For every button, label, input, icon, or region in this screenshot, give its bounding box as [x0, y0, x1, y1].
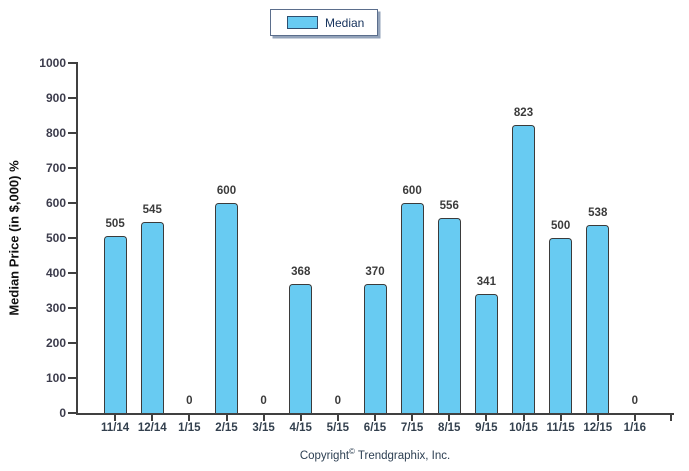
y-axis-tick	[68, 132, 76, 134]
bar	[289, 284, 313, 413]
y-axis-tick-label: 500	[45, 231, 66, 245]
bar-value-label: 823	[513, 106, 534, 119]
bar-value-label: 341	[476, 275, 496, 288]
bar	[363, 283, 387, 413]
bar	[474, 293, 498, 413]
x-axis-tick-label: 5/15	[326, 422, 350, 434]
bar-value-label: 545	[142, 204, 162, 217]
y-axis-tick-label: 900	[45, 91, 66, 105]
bar	[549, 238, 573, 413]
x-axis-tick	[448, 415, 451, 421]
bar-value-label: 370	[365, 265, 385, 278]
x-axis-line	[76, 413, 674, 415]
x-axis-end-tick	[670, 415, 672, 421]
x-axis-tick-label: 10/15	[509, 422, 538, 434]
copyright-suffix: Trendgraphix, Inc.	[354, 449, 451, 462]
x-axis-tick-label: 9/15	[475, 422, 498, 434]
x-axis-tick-label: 12/14	[137, 422, 167, 434]
bar	[512, 124, 535, 413]
x-axis-tick	[559, 415, 562, 421]
bar-value-label: 556	[439, 200, 459, 213]
bar-value-label: 0	[631, 395, 639, 407]
bar-value-label: 0	[334, 395, 342, 407]
x-axis-tick-label: 6/15	[363, 422, 387, 434]
x-axis-tick-label: 11/15	[546, 422, 575, 434]
y-axis-tick	[68, 237, 76, 239]
x-axis-tick	[151, 415, 154, 421]
x-axis-tick	[262, 415, 265, 421]
x-axis-tick-label: 4/15	[289, 422, 312, 434]
bar-value-label: 600	[216, 185, 237, 197]
copyright-prefix: Copyright	[299, 449, 350, 462]
x-axis-tick	[411, 415, 414, 421]
x-axis-tick	[336, 415, 339, 421]
y-axis-tick	[68, 167, 76, 169]
y-axis-title: Median Price (in $,000) %	[6, 160, 22, 316]
x-axis-tick-label: 7/15	[400, 422, 424, 434]
bar-value-label: 500	[551, 220, 571, 232]
x-axis-tick	[225, 415, 228, 421]
x-axis-tick-label: 2/15	[215, 422, 238, 434]
y-axis-tick-label: 400	[45, 266, 66, 280]
x-axis-tick	[633, 415, 636, 421]
x-axis-tick	[596, 415, 599, 421]
y-axis-tick-label: 300	[45, 301, 66, 315]
bar-value-label: 368	[291, 266, 311, 279]
x-axis-tick-label: 1/15	[178, 422, 201, 434]
y-axis-tick-label: 0	[59, 406, 66, 420]
legend-series-label: Median	[325, 15, 365, 30]
bar-value-label: 505	[105, 218, 125, 231]
y-axis-tick	[68, 62, 76, 64]
y-axis-tick	[68, 377, 76, 379]
bar	[400, 203, 424, 413]
x-axis-tick	[114, 415, 117, 421]
y-axis-tick-label: 100	[45, 371, 66, 385]
x-axis-tick	[188, 415, 191, 421]
bar	[437, 218, 461, 413]
x-axis-tick	[374, 415, 376, 421]
legend: Median	[270, 9, 379, 36]
y-axis-tick-label: 700	[45, 161, 66, 175]
x-axis-tick-label: 3/15	[252, 422, 275, 434]
y-axis-tick	[68, 307, 76, 309]
y-axis-tick	[68, 412, 76, 414]
x-axis-tick-label: 11/14	[101, 422, 130, 434]
bar-value-label: 600	[402, 185, 422, 197]
copyright-symbol-icon: ©	[349, 447, 355, 456]
y-axis-tick	[68, 97, 76, 99]
x-axis-tick-label: 12/15	[583, 422, 613, 434]
y-axis-tick-label: 1000	[39, 56, 66, 70]
bar	[103, 236, 127, 413]
bar-value-label: 0	[260, 395, 267, 407]
y-axis-line	[76, 62, 78, 415]
bar	[586, 224, 610, 413]
x-axis-tick-label: 8/15	[438, 422, 461, 434]
y-axis-tick-label: 800	[45, 126, 66, 140]
bar	[140, 222, 164, 413]
x-axis-tick-label: 1/16	[623, 422, 647, 434]
y-axis-tick	[68, 202, 76, 204]
legend-color-swatch-icon	[287, 16, 318, 29]
bar-value-label: 0	[186, 395, 193, 407]
y-axis-tick	[68, 342, 76, 344]
bar-value-label: 538	[588, 206, 608, 219]
bar	[215, 203, 238, 413]
y-axis-tick	[68, 272, 76, 274]
copyright-text: Copyright© Trendgraphix, Inc.	[78, 447, 672, 462]
y-axis-tick-label: 200	[45, 336, 66, 350]
y-axis-tick-label: 600	[45, 196, 66, 210]
x-axis-tick	[522, 415, 525, 421]
x-axis-tick	[299, 415, 302, 421]
x-axis-tick	[485, 415, 488, 421]
